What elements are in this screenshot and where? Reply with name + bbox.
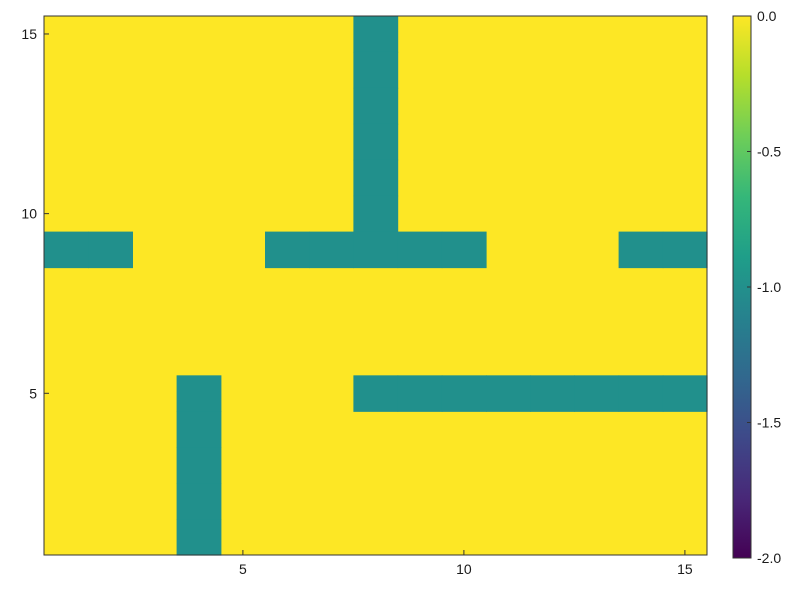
colorbar-tick-label: -0.5 xyxy=(757,144,781,160)
x-axis: 5 10 15 xyxy=(239,550,693,577)
heatmap-cell xyxy=(353,231,399,269)
heatmap-cell xyxy=(618,375,664,412)
heatmap-cell xyxy=(353,195,399,233)
heatmap-cell xyxy=(353,159,399,197)
heatmap-cell xyxy=(618,231,664,269)
heatmap-cell xyxy=(441,231,487,269)
heatmap-cell xyxy=(397,231,443,269)
y-tick-label: 10 xyxy=(21,206,37,222)
heatmap-cell xyxy=(176,483,222,520)
colorbar-tick-label: -2.0 xyxy=(757,550,781,566)
colorbar: 0.0 -0.5 -1.0 -1.5 -2.0 xyxy=(732,8,781,566)
heatmap-cell xyxy=(176,375,222,412)
colorbar-tick-label: -1.0 xyxy=(757,279,781,295)
heatmap-cell xyxy=(441,375,487,412)
x-tick-label: 10 xyxy=(456,561,472,577)
colorbar-tick-label: 0.0 xyxy=(757,8,777,24)
y-tick-label: 15 xyxy=(21,26,37,42)
heatmap-cell xyxy=(309,231,354,269)
y-tick-label: 5 xyxy=(29,385,37,401)
heatmap-cell xyxy=(353,87,399,125)
heatmap-cell xyxy=(353,375,399,412)
heatmap-cell xyxy=(176,411,222,448)
colorbar-tick-label: -1.5 xyxy=(757,415,781,431)
heatmap-cell xyxy=(44,231,89,269)
heatmap-cell xyxy=(353,51,399,89)
colorbar-gradient xyxy=(733,16,751,558)
heatmap-cell xyxy=(353,16,399,53)
heatmap-cell xyxy=(486,375,531,412)
heatmap-cell xyxy=(353,123,399,161)
y-axis: 5 10 15 xyxy=(21,26,49,401)
plot-area xyxy=(43,15,708,556)
heatmap-cell xyxy=(662,231,708,269)
heatmap-cell xyxy=(265,231,310,269)
x-tick-label: 5 xyxy=(239,561,247,577)
x-tick-label: 15 xyxy=(677,561,693,577)
heatmap-cell xyxy=(574,375,620,412)
heatmap-cell xyxy=(176,519,222,556)
heatmap-cell xyxy=(176,447,222,484)
plot-frame xyxy=(43,15,708,556)
heatmap-cell xyxy=(530,375,575,412)
heatmap-cell xyxy=(662,375,708,412)
heatmap-cell xyxy=(397,375,443,412)
heatmap-cell xyxy=(88,231,133,269)
